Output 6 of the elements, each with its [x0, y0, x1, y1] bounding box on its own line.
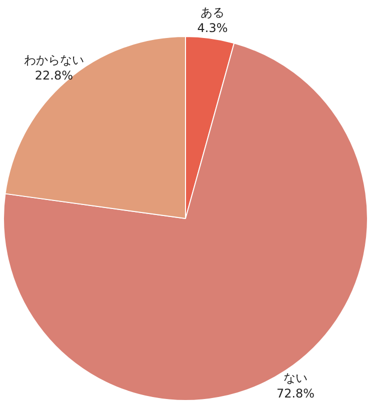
slice-label: ない: [284, 371, 308, 386]
slice-label: わからない: [24, 52, 84, 67]
data-label: 4.3%: [197, 20, 228, 35]
data-label: 72.8%: [276, 386, 315, 400]
slice-label: ある: [200, 5, 224, 20]
data-label: 22.8%: [34, 68, 74, 82]
